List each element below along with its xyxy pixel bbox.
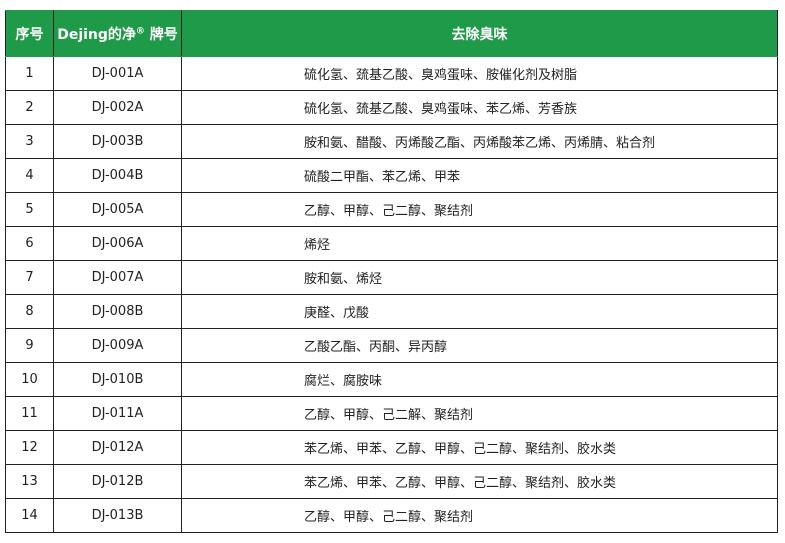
row-number: 14 [5,498,54,533]
row-number: 5 [5,192,54,227]
product-code: DJ-003B [53,124,182,159]
odor-list: 乙醇、甲醇、己二醇、聚结剂 [181,192,778,227]
table-row: 10 DJ-010B 腐烂、腐胺味 [5,362,778,397]
table-row: 14 DJ-013B 乙醇、甲醇、己二醇、聚结剂 [5,498,778,533]
odor-list: 硫化氢、巯基乙酸、臭鸡蛋味、胺催化剂及树脂 [181,56,778,91]
row-number: 2 [5,90,54,125]
table-row: 13 DJ-012B 苯乙烯、甲苯、乙醇、甲醇、己二醇、聚结剂、胶水类 [5,464,778,499]
product-code: DJ-001A [53,56,182,91]
table-row: 9 DJ-009A 乙酸乙酯、丙酮、异丙醇 [5,328,778,363]
row-number: 9 [5,328,54,363]
table-row: 12 DJ-012A 苯乙烯、甲苯、乙醇、甲醇、己二醇、聚结剂、胶水类 [5,430,778,465]
header-brand-suffix: 牌号 [149,26,178,43]
product-code: DJ-011A [53,396,182,431]
product-code: DJ-009A [53,328,182,363]
row-number: 11 [5,396,54,431]
odor-list: 乙醇、甲醇、己二醇、聚结剂 [181,498,778,533]
header-brand-name: Dejing的净 [57,26,136,43]
table-row: 11 DJ-011A 乙醇、甲醇、己二解、聚结剂 [5,396,778,431]
product-code: DJ-004B [53,158,182,193]
product-code: DJ-010B [53,362,182,397]
header-no: 序号 [5,10,54,57]
product-code: DJ-008B [53,294,182,329]
odor-list: 胺和氨、烯烃 [181,260,778,295]
product-code: DJ-006A [53,226,182,261]
table-row: 7 DJ-007A 胺和氨、烯烃 [5,260,778,295]
table-row: 5 DJ-005A 乙醇、甲醇、己二醇、聚结剂 [5,192,778,227]
product-code: DJ-005A [53,192,182,227]
odor-list: 苯乙烯、甲苯、乙醇、甲醇、己二醇、聚结剂、胶水类 [181,464,778,499]
odor-list: 胺和氨、醋酸、丙烯酸乙酯、丙烯酸苯乙烯、丙烯腈、粘合剂 [181,124,778,159]
table-row: 3 DJ-003B 胺和氨、醋酸、丙烯酸乙酯、丙烯酸苯乙烯、丙烯腈、粘合剂 [5,124,778,159]
row-number: 7 [5,260,54,295]
registered-mark: ® [135,25,145,36]
odor-list: 硫酸二甲酯、苯乙烯、甲苯 [181,158,778,193]
product-code: DJ-012B [53,464,182,499]
row-number: 4 [5,158,54,193]
table-row: 6 DJ-006A 烯烃 [5,226,778,261]
odor-list: 烯烃 [181,226,778,261]
row-number: 3 [5,124,54,159]
odor-table: 序号 Dejing的净® 牌号 去除臭味 1 DJ-001A 硫化氢、巯基乙酸、臭鸡… [5,10,778,533]
odor-list: 苯乙烯、甲苯、乙醇、甲醇、己二醇、聚结剂、胶水类 [181,430,778,465]
header-odor: 去除臭味 [181,10,778,57]
row-number: 10 [5,362,54,397]
row-number: 1 [5,56,54,91]
product-code: DJ-013B [53,498,182,533]
header-brand: Dejing的净® 牌号 [53,10,182,57]
product-code: DJ-007A [53,260,182,295]
product-code: DJ-012A [53,430,182,465]
row-number: 8 [5,294,54,329]
table-row: 4 DJ-004B 硫酸二甲酯、苯乙烯、甲苯 [5,158,778,193]
row-number: 13 [5,464,54,499]
odor-list: 硫化氢、巯基乙酸、臭鸡蛋味、苯乙烯、芳香族 [181,90,778,125]
odor-list: 腐烂、腐胺味 [181,362,778,397]
odor-list: 乙酸乙酯、丙酮、异丙醇 [181,328,778,363]
odor-list: 庚醛、戊酸 [181,294,778,329]
table-row: 8 DJ-008B 庚醛、戊酸 [5,294,778,329]
row-number: 12 [5,430,54,465]
table-row: 2 DJ-002A 硫化氢、巯基乙酸、臭鸡蛋味、苯乙烯、芳香族 [5,90,778,125]
table-row: 1 DJ-001A 硫化氢、巯基乙酸、臭鸡蛋味、胺催化剂及树脂 [5,56,778,91]
header-row: 序号 Dejing的净® 牌号 去除臭味 [5,10,778,57]
row-number: 6 [5,226,54,261]
odor-list: 乙醇、甲醇、己二解、聚结剂 [181,396,778,431]
product-code: DJ-002A [53,90,182,125]
